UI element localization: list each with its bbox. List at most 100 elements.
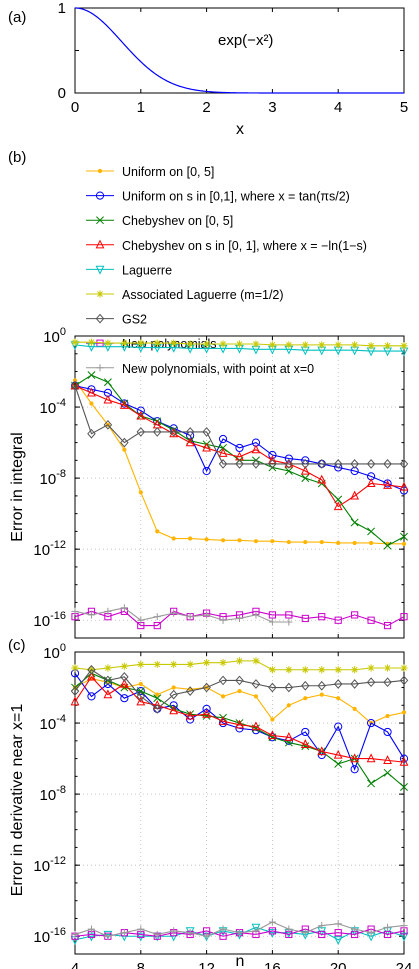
chart-b-series	[70, 380, 409, 469]
chart-b-point	[251, 444, 261, 454]
chart-c-point	[366, 753, 376, 763]
chart-c-ytick-label: 10-8	[40, 784, 66, 804]
chart-c-series	[71, 918, 408, 940]
chart-c-point	[170, 660, 178, 669]
chart-a: 0 1 2 3 4 5 0 1 exp(−x²) x	[58, 0, 409, 138]
chart-c-point	[186, 929, 194, 937]
chart-b-point	[204, 537, 209, 542]
chart-a-xtick-label: 1	[137, 99, 145, 116]
chart-c-xtick-label: 16	[264, 960, 281, 969]
chart-b-point	[235, 340, 244, 348]
chart-c-point	[87, 671, 96, 681]
chart-b-point	[218, 448, 228, 457]
chart-b-point	[188, 536, 193, 541]
chart-a-xtick-label: 4	[334, 99, 342, 116]
chart-b-point	[400, 532, 408, 541]
chart-c-point	[219, 925, 227, 933]
chart-b-point	[122, 447, 127, 452]
chart-b-point	[319, 539, 324, 545]
chart-b-point	[366, 459, 376, 469]
chart-c-point	[70, 686, 80, 696]
chart-b-point	[169, 428, 179, 438]
legend-entry: Uniform on [0, 5]	[86, 165, 214, 179]
chart-c-point	[103, 675, 113, 686]
legend-entry: New polynomials, with point at x=0	[86, 362, 314, 376]
chart-b-point	[268, 459, 277, 469]
chart-b-point	[136, 406, 145, 415]
chart-b-point	[153, 613, 161, 621]
chart-b-point	[284, 467, 293, 475]
chart-b-point	[202, 427, 211, 437]
chart-c-point	[71, 664, 79, 672]
chart-b-point	[285, 611, 293, 619]
chart-b-point	[203, 611, 211, 619]
chart-a-xlabel: x	[236, 121, 244, 138]
chart-c-xtick-label: 24	[396, 960, 413, 969]
chart-b-point	[104, 339, 112, 347]
chart-c-point	[333, 936, 343, 946]
chart-c-ylabel: Error in derivative near x=1	[9, 704, 26, 897]
chart-b-series	[70, 381, 409, 495]
chart-c-point	[103, 689, 113, 699]
chart-c-point	[285, 925, 293, 933]
chart-c-point	[219, 659, 227, 667]
legend-label: Uniform on s in [0,1], where x = tan(πs/…	[122, 190, 350, 204]
chart-a-xtick-label: 3	[268, 99, 276, 116]
chart-c-point	[87, 925, 96, 933]
chart-b-point	[171, 536, 176, 541]
chart-c-point	[268, 733, 277, 742]
chart-b-point	[136, 410, 146, 420]
legend-label: Chebyshev on [0, 5]	[122, 214, 233, 228]
chart-b-point	[350, 459, 359, 469]
chart-c-point	[383, 768, 392, 777]
chart-c-point	[317, 746, 327, 756]
chart-c-point	[153, 694, 162, 703]
chart-b-point	[89, 401, 94, 406]
chart-c-point	[169, 689, 178, 700]
chart-c-point	[334, 666, 342, 674]
chart-b-point	[333, 501, 343, 511]
chart-b-point	[383, 342, 392, 350]
chart-b-point	[286, 539, 291, 545]
chart-b-series-line	[74, 385, 404, 465]
legend-entry: Chebyshev on [0, 5]	[86, 214, 233, 228]
chart-c-point	[237, 688, 242, 694]
chart-c-series	[70, 664, 409, 714]
legend-entry: GS2	[86, 313, 147, 327]
chart-c-point	[136, 932, 146, 942]
chart-b-point	[71, 607, 79, 615]
chart-b-point	[87, 611, 96, 619]
chart-b-point	[104, 607, 112, 615]
chart-c-point	[185, 686, 195, 696]
chart-c-point	[399, 932, 409, 942]
chart-c-point	[319, 692, 324, 697]
legend-entry: Laguerre	[86, 263, 172, 277]
chart-b-point	[366, 478, 376, 488]
chart-b-point	[333, 459, 343, 469]
chart-c-point	[366, 677, 376, 688]
chart-c-point	[318, 921, 326, 930]
chart-c-xtick-label: 8	[137, 960, 145, 969]
chart-b-point	[119, 400, 129, 409]
chart-b-point	[120, 437, 129, 448]
chart-c-point	[334, 759, 343, 768]
chart-b-point	[103, 419, 113, 430]
chart-c-point	[300, 739, 310, 748]
chart-c-xtick-label: 12	[198, 960, 215, 969]
chart-b-point	[185, 437, 195, 447]
chart-b-point	[318, 341, 326, 349]
chart-b-point	[202, 466, 211, 476]
chart-b-series-line	[74, 385, 405, 492]
chart-c-point	[383, 677, 392, 688]
chart-c-point	[383, 930, 392, 939]
chart-c-ytick-label: 100	[43, 642, 66, 662]
chart-b-point	[252, 611, 260, 619]
chart-c-point	[203, 932, 211, 940]
chart-c-series	[71, 657, 408, 674]
chart-c-point	[136, 691, 146, 702]
legend-entry: Associated Laguerre (m=1/2)	[86, 288, 284, 302]
chart-a-xtick-label: 0	[71, 99, 79, 116]
chart-b-point	[253, 539, 259, 544]
chart-c-point	[136, 686, 145, 696]
chart-c-point	[383, 664, 392, 672]
